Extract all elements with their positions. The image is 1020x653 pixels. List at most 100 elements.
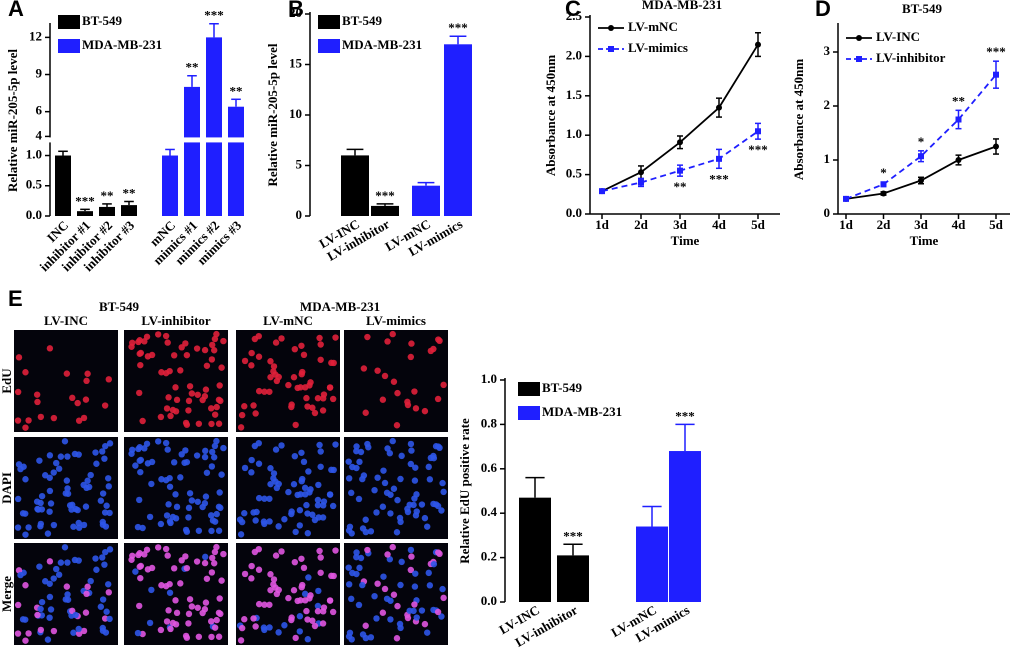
cell (80, 627, 88, 635)
cell (207, 405, 215, 412)
cell (316, 441, 323, 449)
panel-letter: A (8, 0, 24, 21)
cell (165, 607, 172, 614)
cell (172, 597, 179, 604)
cell (195, 420, 203, 427)
cell (169, 406, 177, 414)
cell (389, 543, 396, 551)
cell (75, 524, 83, 531)
cell (355, 601, 363, 609)
cell (353, 549, 360, 556)
cell (97, 603, 105, 610)
legend-label: LV-mNC (628, 19, 678, 34)
cell (386, 450, 394, 457)
cell (241, 403, 248, 410)
cell (241, 570, 249, 578)
cell (307, 592, 314, 599)
cell (302, 384, 309, 391)
cell (87, 471, 94, 479)
cell (386, 556, 394, 563)
cell (99, 490, 107, 497)
cell (36, 563, 43, 570)
cell (307, 486, 314, 493)
cell (275, 523, 282, 530)
cell (330, 572, 337, 580)
cell (317, 569, 324, 576)
significance-label: *** (986, 44, 1006, 59)
cell (319, 407, 327, 414)
y-tick-label: 10 (289, 106, 302, 121)
y-tick-label: 0.2 (481, 549, 497, 564)
cell (220, 550, 227, 558)
cell (84, 477, 91, 484)
cell (92, 449, 99, 456)
cell (238, 411, 246, 419)
cell (22, 369, 29, 376)
cell (50, 414, 58, 422)
cell (301, 484, 309, 492)
cell (393, 529, 401, 536)
cell (75, 630, 83, 637)
cell (137, 468, 144, 476)
legend-swatch (58, 39, 80, 53)
cell (75, 417, 83, 424)
x-tick-label: 2d (877, 217, 892, 232)
point (638, 169, 644, 176)
cell (332, 334, 339, 341)
cell (316, 334, 323, 342)
cell (50, 627, 58, 635)
cell (22, 531, 29, 538)
cell (193, 558, 201, 565)
axis-break (42, 137, 257, 143)
cell (272, 446, 280, 453)
cell (379, 609, 387, 616)
cell (105, 483, 112, 490)
cell (178, 557, 185, 564)
cell (211, 518, 219, 525)
point (993, 71, 999, 78)
cell (55, 465, 63, 472)
cell (188, 390, 196, 397)
cell (267, 465, 274, 472)
cell (22, 637, 29, 644)
cell (80, 414, 88, 422)
group-label: BT-549 (99, 299, 139, 314)
cell (353, 553, 360, 561)
cell (208, 420, 215, 428)
cell (255, 600, 263, 608)
cell (53, 459, 60, 467)
cell (355, 495, 363, 503)
cell (379, 396, 387, 403)
cell (252, 517, 259, 524)
cell (137, 361, 144, 369)
cell (412, 405, 420, 412)
column-label: LV-mNC (263, 313, 313, 328)
x-tick-label: 5d (989, 217, 1004, 232)
cell (106, 615, 113, 623)
cell (208, 463, 216, 470)
cell (305, 574, 312, 581)
cell (193, 345, 201, 352)
cell (136, 602, 143, 610)
cell (291, 558, 299, 566)
cell (304, 510, 311, 517)
cell (211, 335, 219, 343)
cell (136, 444, 143, 451)
bar (669, 451, 701, 602)
cell (332, 441, 339, 448)
cell (304, 636, 312, 643)
cell (93, 566, 100, 573)
cell (106, 509, 113, 517)
cell (216, 382, 223, 389)
point (918, 153, 924, 160)
bar (444, 44, 472, 216)
cell (303, 607, 310, 615)
cell (163, 512, 171, 519)
x-tick-label: 3d (914, 217, 929, 232)
y-tick-label: 2.0 (566, 47, 582, 62)
point (880, 181, 887, 188)
cell (220, 337, 227, 345)
cell (298, 342, 305, 349)
bar (121, 205, 137, 216)
